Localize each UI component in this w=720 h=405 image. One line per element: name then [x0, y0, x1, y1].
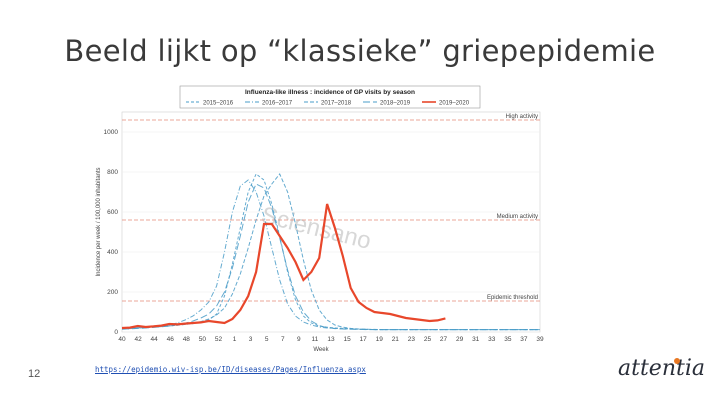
- plot-frame: [121, 111, 541, 333]
- x-tick-label: 46: [167, 336, 175, 343]
- y-tick-label: 0: [114, 329, 118, 336]
- y-tick-label: 1000: [104, 129, 119, 136]
- x-tick-label: 31: [472, 336, 480, 343]
- y-tick-label: 200: [107, 289, 118, 296]
- x-tick-label: 3: [249, 336, 253, 343]
- x-tick-label: 17: [360, 336, 368, 343]
- y-axis-label: Incidence per week / 100,000 inhabitants: [96, 167, 102, 276]
- y-tick-label: 600: [107, 209, 118, 216]
- x-tick-label: 48: [183, 336, 191, 343]
- threshold-label: Epidemic threshold: [487, 295, 538, 301]
- x-tick-label: 39: [536, 336, 544, 343]
- x-tick-label: 5: [265, 336, 269, 343]
- x-tick-label: 33: [488, 336, 496, 343]
- y-tick-label: 400: [107, 249, 118, 256]
- threshold-label: Medium activity: [497, 214, 538, 220]
- series-line-2018–2019: [121, 183, 540, 331]
- chart-title: Influenza-like illness : incidence of GP…: [245, 89, 415, 96]
- legend-label: 2016–2017: [262, 101, 293, 107]
- source-link[interactable]: https://epidemio.wiv-isp.be/ID/diseases/…: [95, 365, 366, 374]
- x-tick-label: 50: [199, 336, 207, 343]
- x-tick-label: 21: [392, 336, 400, 343]
- legend-label: 2019–2020: [439, 101, 470, 107]
- x-tick-label: 37: [520, 336, 528, 343]
- y-tick-label: 800: [107, 169, 118, 176]
- legend-label: 2015–2016: [203, 101, 234, 107]
- x-tick-label: 15: [343, 336, 351, 343]
- x-tick-label: 23: [408, 336, 416, 343]
- x-tick-label: 35: [504, 336, 512, 343]
- x-tick-label: 27: [440, 336, 448, 343]
- x-tick-label: 7: [281, 336, 285, 343]
- x-tick-label: 9: [297, 336, 301, 343]
- ili-incidence-chart: Influenza-like illness : incidence of GP…: [96, 85, 544, 353]
- x-tick-label: 11: [312, 336, 319, 343]
- series-line-2019–2020: [121, 203, 446, 330]
- legend-label: 2018–2019: [380, 101, 411, 107]
- x-tick-label: 44: [151, 336, 159, 343]
- x-tick-label: 29: [456, 336, 464, 343]
- x-tick-label: 42: [134, 336, 142, 343]
- x-tick-label: 52: [215, 336, 223, 343]
- logo-dot-icon: [674, 358, 680, 364]
- x-axis-label: Week: [313, 347, 329, 353]
- attentia-logo: attentia: [618, 356, 705, 381]
- x-tick-label: 1: [233, 336, 237, 343]
- slide-title: Beeld lijkt op “klassieke” griepepidemie: [64, 34, 656, 68]
- legend-label: 2017–2018: [321, 101, 352, 107]
- page-number: 12: [28, 368, 41, 380]
- x-tick-label: 19: [376, 336, 384, 343]
- x-tick-label: 25: [424, 336, 432, 343]
- x-tick-label: 13: [327, 336, 335, 343]
- x-tick-label: 40: [118, 336, 126, 343]
- threshold-label: High activity: [506, 114, 538, 120]
